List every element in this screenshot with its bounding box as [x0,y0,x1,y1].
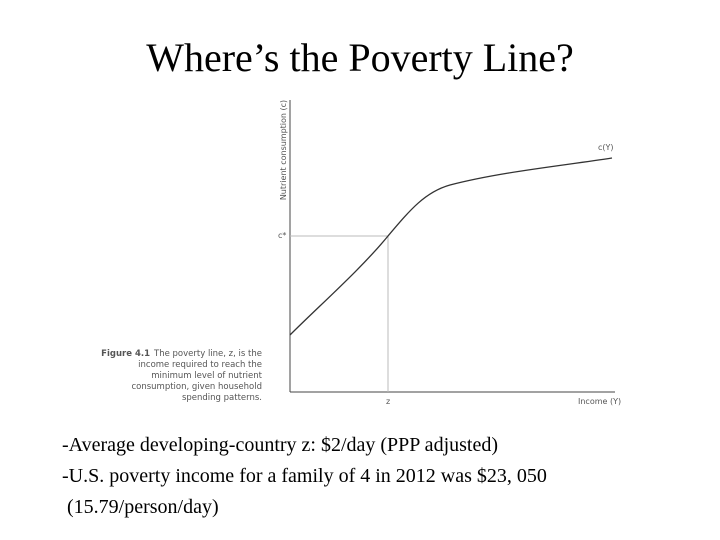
bullet-list: -Average developing-country z: $2/day (P… [62,430,547,523]
curve-label: c(Y) [598,143,614,152]
caption-text: income required to reach the [138,360,262,370]
caption-text: consumption, given household [131,382,262,392]
x-axis-label: Income (Y) [578,397,621,406]
bullet: -U.S. poverty income for a family of 4 i… [62,465,547,487]
caption-text: spending patterns. [182,393,262,403]
threshold-label: c* [278,231,286,240]
y-axis-label: Nutrient consumption (c) [279,100,288,200]
curve [289,157,613,336]
bullet: -Average developing-country z: $2/day (P… [62,434,498,456]
caption-label: Figure 4.1 [101,349,150,359]
bullet: (15.79/person/day) [62,496,219,518]
poverty-line-label: z [386,397,390,406]
caption-text: The poverty line, z, is the [153,349,262,359]
slide-title: Where’s the Poverty Line? [146,35,574,80]
caption-text: minimum level of nutrient [151,371,262,381]
